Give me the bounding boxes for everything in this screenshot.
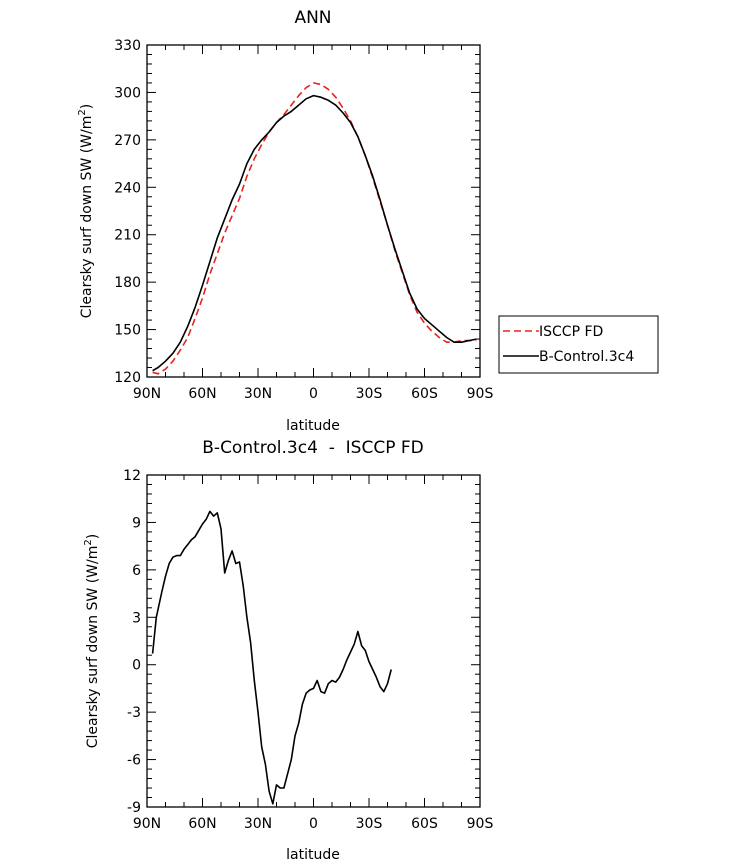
y-tick-label: 12 (123, 468, 141, 484)
bottom-y-axis-label-end: ) (85, 534, 101, 539)
series-line-isccp-fd (152, 82, 477, 375)
top-series-lines (152, 82, 477, 375)
bottom-y-axis-label: Clearsky surf down SW (W/m2) (83, 534, 101, 748)
top-y-axis-label-end: ) (79, 104, 95, 109)
x-tick-label: 90N (133, 816, 161, 832)
y-tick-label: 270 (114, 133, 141, 149)
top-axis-ticks (146, 44, 481, 378)
y-tick-label: 0 (132, 658, 141, 674)
y-tick-label: -6 (127, 753, 141, 769)
y-tick-label: 180 (114, 275, 141, 291)
y-tick-label: -9 (127, 800, 141, 816)
x-tick-label: 60S (411, 386, 438, 402)
top-chart-title: ANN (294, 8, 331, 28)
y-tick-label: 240 (114, 180, 141, 196)
legend-label-isccp: ISCCP FD (539, 324, 603, 340)
bottom-chart-title: B-Control.3c4 - ISCCP FD (202, 438, 423, 458)
x-tick-label: 30N (244, 386, 272, 402)
bottom-x-axis-label: latitude (286, 847, 340, 863)
top-chart-panel: ANN 90N 60N 30N 0 30S 60S 90S 120 150 180 210 240 27… (77, 8, 659, 434)
bottom-tick-labels: 90N 60N 30N 0 30S 60S 90S -9 -6 -3 0 3 6 9 12 (123, 468, 493, 832)
x-tick-label: 90S (467, 816, 494, 832)
legend-box (498, 315, 659, 374)
series-line-difference (151, 510, 392, 805)
x-tick-label: 30N (244, 816, 272, 832)
top-y-axis-label: Clearsky surf down SW (W/m2) (77, 104, 95, 318)
x-tick-label: 0 (309, 386, 318, 402)
top-tick-labels: 90N 60N 30N 0 30S 60S 90S 120 150 180 210 240 270 300… (114, 38, 493, 402)
legend-label-bcontrol: B-Control.3c4 (539, 349, 634, 365)
top-y-axis-label-sup: 2 (77, 109, 88, 115)
legend: ISCCP FD B-Control.3c4 (498, 315, 659, 374)
top-x-axis-label: latitude (286, 418, 340, 434)
x-tick-label: 60S (411, 816, 438, 832)
y-tick-label: 9 (132, 515, 141, 531)
bottom-y-axis-label-sup: 2 (83, 539, 94, 545)
y-tick-label: 150 (114, 323, 141, 339)
x-tick-label: 90N (133, 386, 161, 402)
top-y-axis-label-text: Clearsky surf down SW (W/m (79, 116, 95, 319)
x-tick-label: 0 (309, 816, 318, 832)
y-tick-label: 120 (114, 370, 141, 386)
bottom-axis-ticks (146, 474, 481, 808)
x-tick-label: 90S (467, 386, 494, 402)
series-line-b-control (152, 94, 477, 372)
y-tick-label: 210 (114, 228, 141, 244)
x-tick-label: 60N (188, 386, 216, 402)
bottom-y-axis-label-text: Clearsky surf down SW (W/m (85, 546, 101, 749)
x-tick-label: 30S (356, 386, 383, 402)
y-tick-label: 330 (114, 38, 141, 54)
bottom-plot-frame (146, 474, 481, 808)
x-tick-label: 30S (356, 816, 383, 832)
y-tick-label: 3 (132, 610, 141, 626)
x-tick-label: 60N (188, 816, 216, 832)
y-tick-label: 6 (132, 563, 141, 579)
y-tick-label: -3 (127, 705, 141, 721)
bottom-series-lines (151, 510, 392, 805)
y-tick-label: 300 (114, 85, 141, 101)
bottom-chart-panel: B-Control.3c4 - ISCCP FD 90N 60N 30N 0 30S 60… (83, 438, 493, 863)
